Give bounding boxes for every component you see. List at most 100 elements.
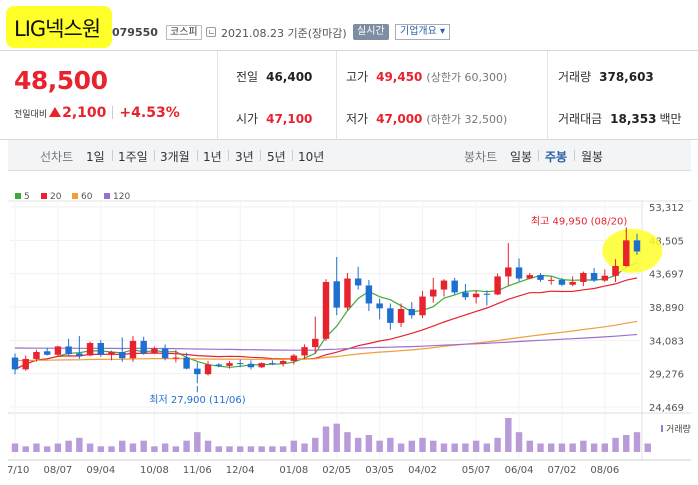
candle-weekly[interactable]: 주봉 — [545, 150, 568, 164]
legend-ma120: 120 — [104, 192, 130, 202]
volume-bar — [515, 432, 523, 452]
x-tick-label: 06/04 — [505, 465, 534, 476]
period-3y[interactable]: 3년 — [235, 150, 254, 164]
company-overview-button[interactable]: 기업개요 ▾ — [395, 24, 450, 40]
period-5y[interactable]: 5년 — [267, 150, 286, 164]
volume-bar — [322, 426, 330, 452]
period-1w[interactable]: 1주일 — [118, 150, 148, 164]
candle-daily[interactable]: 일봉 — [510, 150, 533, 164]
candle-body — [344, 278, 351, 308]
high-annotation: 최고 49,950 (08/20) — [531, 215, 627, 227]
volume-bar — [119, 440, 126, 452]
candle-body — [161, 348, 169, 359]
candle-body — [236, 363, 244, 365]
upper-limit: (상한가 60,300) — [426, 71, 508, 84]
volume-value: 378,603 — [599, 70, 654, 84]
candle-body — [376, 303, 383, 309]
candle-body — [194, 368, 201, 375]
high-label: 고가 — [346, 70, 369, 84]
change-label: 전일대비 — [14, 110, 48, 120]
realtime-button[interactable]: 실시간 — [353, 24, 389, 40]
volume-bar — [204, 440, 212, 452]
volume-bar — [408, 440, 416, 452]
period-1d[interactable]: 1일 — [86, 150, 105, 164]
candle-body — [387, 308, 394, 323]
divider — [292, 150, 293, 161]
volume-bar — [601, 443, 609, 452]
x-tick-label: 07/02 — [548, 465, 577, 476]
volume-bar — [86, 443, 94, 452]
volume-bar — [547, 443, 555, 452]
period-1y[interactable]: 1년 — [203, 150, 222, 164]
period-10y[interactable]: 10년 — [298, 150, 325, 164]
candle-body — [451, 280, 458, 293]
candle-body — [322, 281, 330, 339]
legend-ma60: 60 — [72, 192, 92, 202]
highlight-circle — [602, 228, 663, 273]
legend-swatch — [72, 193, 78, 199]
volume-bar — [558, 443, 566, 452]
trade-amount: 거래대금 18,353 백만 — [558, 110, 682, 127]
legend-swatch — [15, 193, 21, 199]
period-3m[interactable]: 3개월 — [160, 150, 190, 164]
line-chart-label: 선차트 — [40, 150, 74, 164]
volume-bar — [580, 440, 587, 452]
volume-bar — [43, 446, 51, 452]
legend-swatch — [41, 193, 47, 199]
candle-body — [11, 357, 19, 370]
candlestick-chart: 53,312 48,505 43,697 38,890 34,083 29,276 24,4… — [8, 200, 691, 476]
volume-bar — [129, 443, 137, 452]
current-price: 48,500 — [14, 66, 108, 95]
divider — [112, 106, 114, 119]
divider — [260, 150, 261, 161]
divider — [547, 51, 548, 139]
change-row: 전일대비 2,100 +4.53% — [14, 105, 180, 121]
candle-body — [76, 353, 83, 357]
volume-bar — [140, 440, 147, 452]
volume-bar — [108, 446, 115, 452]
candle-body — [354, 278, 362, 286]
low-label: 저가 — [346, 112, 369, 126]
candle-body — [22, 358, 29, 370]
candle-body — [312, 338, 319, 348]
x-tick-label: 08/06 — [590, 465, 619, 476]
candle-body — [215, 364, 222, 366]
volume-bar — [612, 437, 619, 452]
volume-bar — [312, 437, 319, 452]
legend-swatch — [104, 193, 110, 199]
candle-body — [515, 267, 523, 279]
candle-body — [558, 279, 566, 285]
volume-bar — [151, 446, 158, 452]
candle-body — [65, 346, 72, 355]
divider — [112, 150, 113, 161]
amount-label: 거래대금 — [558, 112, 603, 126]
volume-bar — [430, 440, 437, 452]
candle-body — [365, 285, 373, 304]
candle-body — [505, 267, 512, 277]
x-tick-label: 08/07 — [43, 465, 72, 476]
volume-bar — [247, 446, 255, 452]
legend-ma5: 5 — [15, 192, 30, 202]
candle-monthly[interactable]: 월봉 — [581, 150, 604, 164]
ma120-line — [14, 333, 638, 351]
high-value: 49,450 — [376, 70, 423, 84]
volume-bar — [462, 443, 469, 452]
candle-body — [290, 355, 298, 362]
candle-body — [183, 357, 190, 369]
volume-bar — [183, 440, 190, 452]
divider — [154, 150, 155, 161]
volume-bar — [269, 446, 276, 452]
period-bar: 선차트 1일 1주일 3개월 1년 3년 5년 10년 봉차트 일봉 주봉 월봉 — [8, 140, 691, 171]
x-tick-label: 12/04 — [226, 465, 255, 476]
volume-bar — [33, 443, 40, 452]
volume-bar — [419, 437, 426, 452]
volume-bar — [226, 446, 233, 452]
candle-body — [119, 352, 126, 359]
change-amount: 2,100 — [62, 105, 107, 121]
candle-body — [397, 309, 405, 323]
lower-limit: (하한가 32,500) — [426, 113, 508, 126]
date-text: 2021.08.23 기준(장마감) — [221, 27, 347, 40]
candle-body — [151, 348, 158, 354]
volume-bar — [65, 440, 72, 452]
amount-value: 18,353 — [610, 112, 657, 126]
